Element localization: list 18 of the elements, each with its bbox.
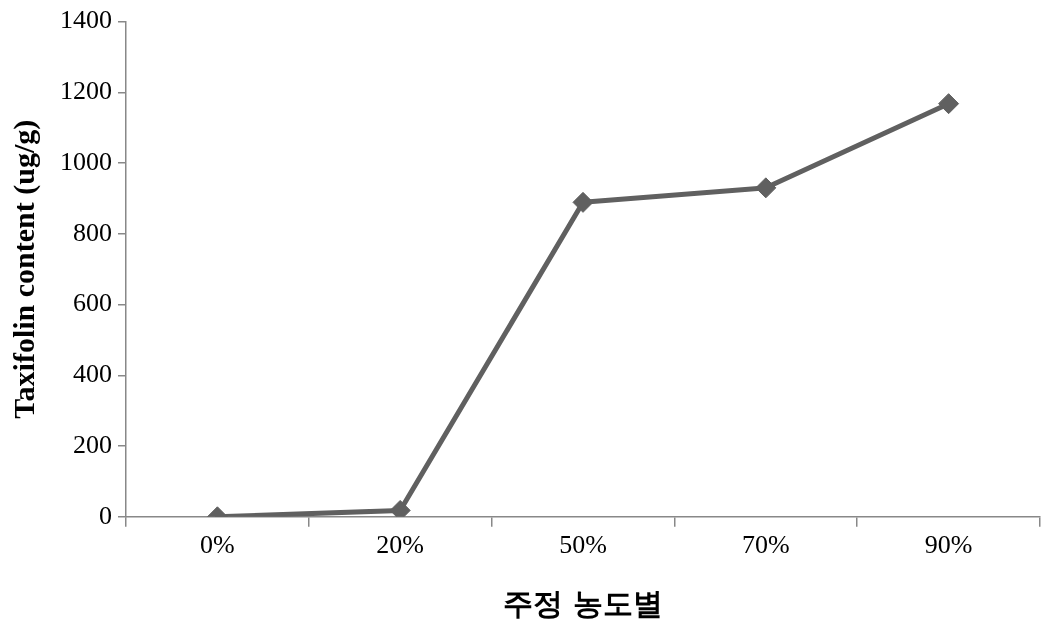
x-tick-label: 90% — [924, 530, 973, 560]
y-tick-label: 600 — [73, 288, 112, 318]
y-tick-label: 1400 — [60, 5, 112, 35]
y-tick-label: 0 — [99, 500, 112, 530]
point — [755, 177, 777, 199]
y-tick-label: 200 — [73, 429, 112, 459]
y-tick-label: 1200 — [60, 76, 112, 106]
point — [938, 93, 960, 115]
y-tick-label: 1000 — [60, 146, 112, 176]
y-tick-label: 800 — [73, 217, 112, 247]
point — [572, 191, 594, 213]
x-tick-label: 20% — [376, 530, 425, 560]
x-tick-label: 70% — [741, 530, 790, 560]
x-tick-label: 0% — [200, 530, 235, 560]
x-axis-title: 주정 농도별 — [502, 585, 664, 621]
y-axis-title: Taxifolin content (ug/g) — [6, 119, 41, 419]
y-tick-label: 400 — [73, 359, 112, 389]
x-tick-label: 50% — [559, 530, 607, 560]
